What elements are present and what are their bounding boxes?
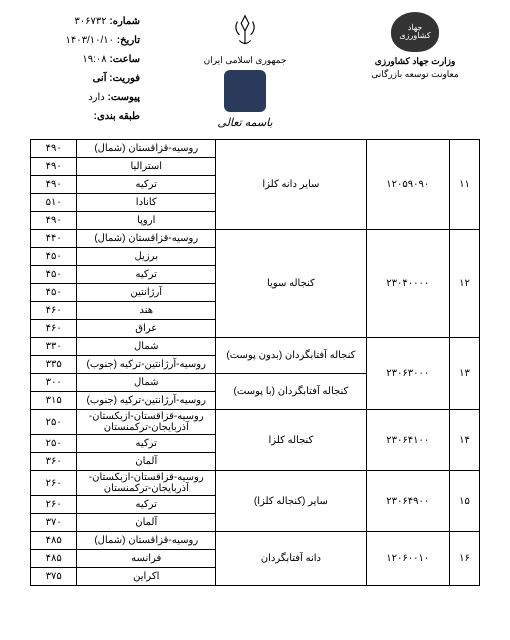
table-cell: ۴۸۵ [31, 532, 77, 550]
table-cell: کنجاله کلزا [216, 410, 366, 471]
table-cell: کانادا [77, 194, 216, 212]
table-cell: ۴۵۰ [31, 248, 77, 266]
table-cell: روسیه-قزاقستان-ازبکستان-آذربایجان-ترکمنس… [77, 410, 216, 435]
table-cell: استرالیا [77, 158, 216, 176]
header-center-block: جمهوری اسلامی ایران باسمه تعالی [140, 12, 350, 129]
table-cell: ۱۲۰۵۹۰۹۰ [366, 140, 449, 230]
header-ministry-block: جهاد کشاورزی وزارت جهاد کشاورزی معاونت ت… [350, 12, 480, 80]
table-cell: ترکیه [77, 435, 216, 453]
table-cell: ۳۰۰ [31, 374, 77, 392]
table-row: ۱۴۲۳۰۶۴۱۰۰کنجاله کلزاروسیه-قزاقستان-ازبک… [31, 410, 480, 435]
table-row: ۱۱۱۲۰۵۹۰۹۰سایر دانه کلزاروسیه-قزاقستان (… [31, 140, 480, 158]
table-cell: روسیه-قزاقستان-ازبکستان-آذربایجان-ترکمنس… [77, 471, 216, 496]
table-cell: ۲۵۰ [31, 435, 77, 453]
table-cell: ۴۴۰ [31, 230, 77, 248]
meta-date: تاریخ: ۱۴۰۳/۱۰/۱۰ [30, 31, 140, 50]
table-cell: روسیه-آرژانتین-ترکیه (جنوب) [77, 392, 216, 410]
table-cell: ۳۱۵ [31, 392, 77, 410]
table-cell: ۱۱ [449, 140, 479, 230]
table-cell: ۳۳۰ [31, 338, 77, 356]
table-cell: ۲۳۰۶۴۹۰۰ [366, 471, 449, 532]
table-cell: فرانسه [77, 550, 216, 568]
table-cell: دانه آفتابگردان [216, 532, 366, 586]
table-cell: عراق [77, 320, 216, 338]
table-cell: ۴۶۰ [31, 302, 77, 320]
table-cell: آلمان [77, 453, 216, 471]
table-cell: ۴۹۰ [31, 212, 77, 230]
table-cell: ۳۷۵ [31, 568, 77, 586]
table-cell: آلمان [77, 514, 216, 532]
table-cell: ۴۵۰ [31, 284, 77, 302]
country-title: جمهوری اسلامی ایران [140, 55, 350, 66]
price-table: ۱۱۱۲۰۵۹۰۹۰سایر دانه کلزاروسیه-قزاقستان (… [30, 139, 480, 586]
table-cell: کنجاله آفتابگردان (بدون پوست) [216, 338, 366, 374]
table-cell: ۱۴ [449, 410, 479, 471]
table-cell: ۴۶۰ [31, 320, 77, 338]
meta-number: شماره: ۳۰۶۷۳۲ [30, 12, 140, 31]
table-row: ۱۳۲۳۰۶۳۰۰۰کنجاله آفتابگردان (بدون پوست)ش… [31, 338, 480, 356]
table-cell: ۴۹۰ [31, 176, 77, 194]
table-cell: ۱۵ [449, 471, 479, 532]
table-cell: ترکیه [77, 176, 216, 194]
table-cell: اکراین [77, 568, 216, 586]
table-cell: ۲۳۰۴۰۰۰۰ [366, 230, 449, 338]
table-cell: ترکیه [77, 266, 216, 284]
table-cell: ۲۵۰ [31, 410, 77, 435]
table-cell: ۲۶۰ [31, 471, 77, 496]
table-cell: ۱۳ [449, 338, 479, 410]
meta-attach: پیوست: دارد [30, 88, 140, 107]
table-cell: هند [77, 302, 216, 320]
table-cell: ۴۵۰ [31, 266, 77, 284]
table-cell: روسیه-قزاقستان (شمال) [77, 230, 216, 248]
table-cell: برزیل [77, 248, 216, 266]
table-cell: ۲۶۰ [31, 496, 77, 514]
table-row: ۱۲۲۳۰۴۰۰۰۰کنجاله سویاروسیه-قزاقستان (شما… [31, 230, 480, 248]
center-seal-icon [224, 70, 266, 112]
table-cell: ۳۶۰ [31, 453, 77, 471]
table-cell: کنجاله آفتابگردان (با پوست) [216, 374, 366, 410]
deputy-name: معاونت توسعه بازرگانی [350, 69, 480, 80]
table-cell: ۲۳۰۶۴۱۰۰ [366, 410, 449, 471]
table-cell: آرژانتین [77, 284, 216, 302]
table-cell: ۱۲۰۶۰۰۱۰ [366, 532, 449, 586]
table-cell: اروپا [77, 212, 216, 230]
jahad-logo: جهاد کشاورزی [391, 12, 439, 52]
table-cell: روسیه-آرژانتین-ترکیه (جنوب) [77, 356, 216, 374]
bismillah-text: باسمه تعالی [140, 116, 350, 129]
iran-emblem-icon [226, 12, 264, 50]
header-meta-block: شماره: ۳۰۶۷۳۲ تاریخ: ۱۴۰۳/۱۰/۱۰ ساعت: ۱۹… [30, 12, 140, 126]
ministry-name: وزارت جهاد کشاورزی [350, 56, 480, 67]
table-cell: سایر دانه کلزا [216, 140, 366, 230]
table-cell: ۴۹۰ [31, 158, 77, 176]
table-cell: ترکیه [77, 496, 216, 514]
table-cell: ۳۷۰ [31, 514, 77, 532]
table-cell: روسیه-قزاقستان (شمال) [77, 140, 216, 158]
table-cell: روسیه-قزاقستان (شمال) [77, 532, 216, 550]
table-cell: ۱۶ [449, 532, 479, 586]
table-cell: ۲۳۰۶۳۰۰۰ [366, 338, 449, 410]
table-cell: ۳۳۵ [31, 356, 77, 374]
table-row: ۱۶۱۲۰۶۰۰۱۰دانه آفتابگردانروسیه-قزاقستان … [31, 532, 480, 550]
table-cell: ۴۸۵ [31, 550, 77, 568]
meta-priority: فوریت: آنی [30, 69, 140, 88]
logo-text-bottom: کشاورزی [399, 32, 430, 40]
table-cell: شمال [77, 338, 216, 356]
document-header: جهاد کشاورزی وزارت جهاد کشاورزی معاونت ت… [30, 12, 480, 129]
meta-time: ساعت: ۱۹:۰۸ [30, 50, 140, 69]
table-row: ۱۵۲۳۰۶۴۹۰۰سایر (کنجاله کلزا)روسیه-قزاقست… [31, 471, 480, 496]
table-cell: ۱۲ [449, 230, 479, 338]
table-cell: ۴۹۰ [31, 140, 77, 158]
table-cell: سایر (کنجاله کلزا) [216, 471, 366, 532]
table-cell: ۵۱۰ [31, 194, 77, 212]
table-cell: شمال [77, 374, 216, 392]
table-cell: کنجاله سویا [216, 230, 366, 338]
meta-class: طبقه بندی: [30, 107, 140, 126]
